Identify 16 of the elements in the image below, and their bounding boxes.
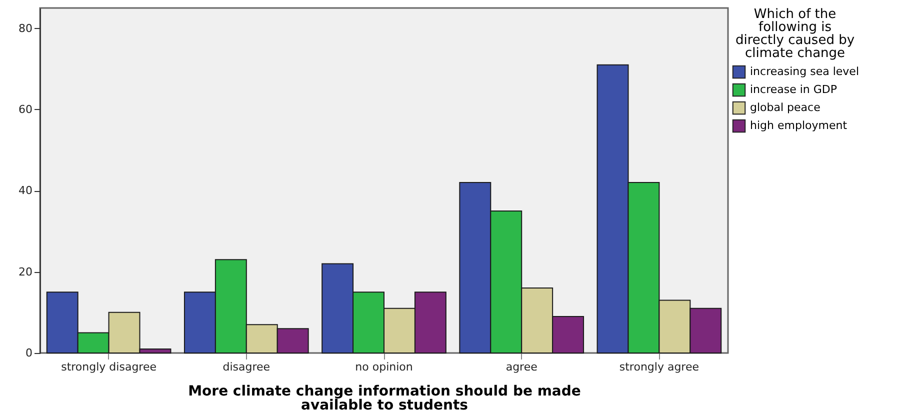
x-tick-label: strongly agree — [619, 360, 700, 374]
y-tick-label: 20 — [18, 265, 32, 278]
x-tick-label: disagree — [222, 360, 270, 374]
x-tick-label: no opinion — [355, 360, 413, 374]
x-tick-label: agree — [506, 360, 538, 374]
x-axis-title: More climate change information should be made available to students — [188, 384, 581, 414]
legend-label: high employment — [750, 119, 848, 132]
y-tick-label: 60 — [18, 102, 32, 116]
legend-label: global peace — [750, 101, 821, 114]
y-tick-label: 40 — [18, 184, 32, 198]
y-tick-label: 0 — [26, 346, 32, 360]
x-tick-label: strongly disagree — [61, 360, 157, 374]
legend-title: Which of the following is directly caused by climate change — [735, 7, 855, 61]
legend-label: increasing sea level — [750, 65, 859, 78]
legend-label: increase in GDP — [750, 83, 838, 96]
y-tick-label: 80 — [18, 22, 32, 35]
